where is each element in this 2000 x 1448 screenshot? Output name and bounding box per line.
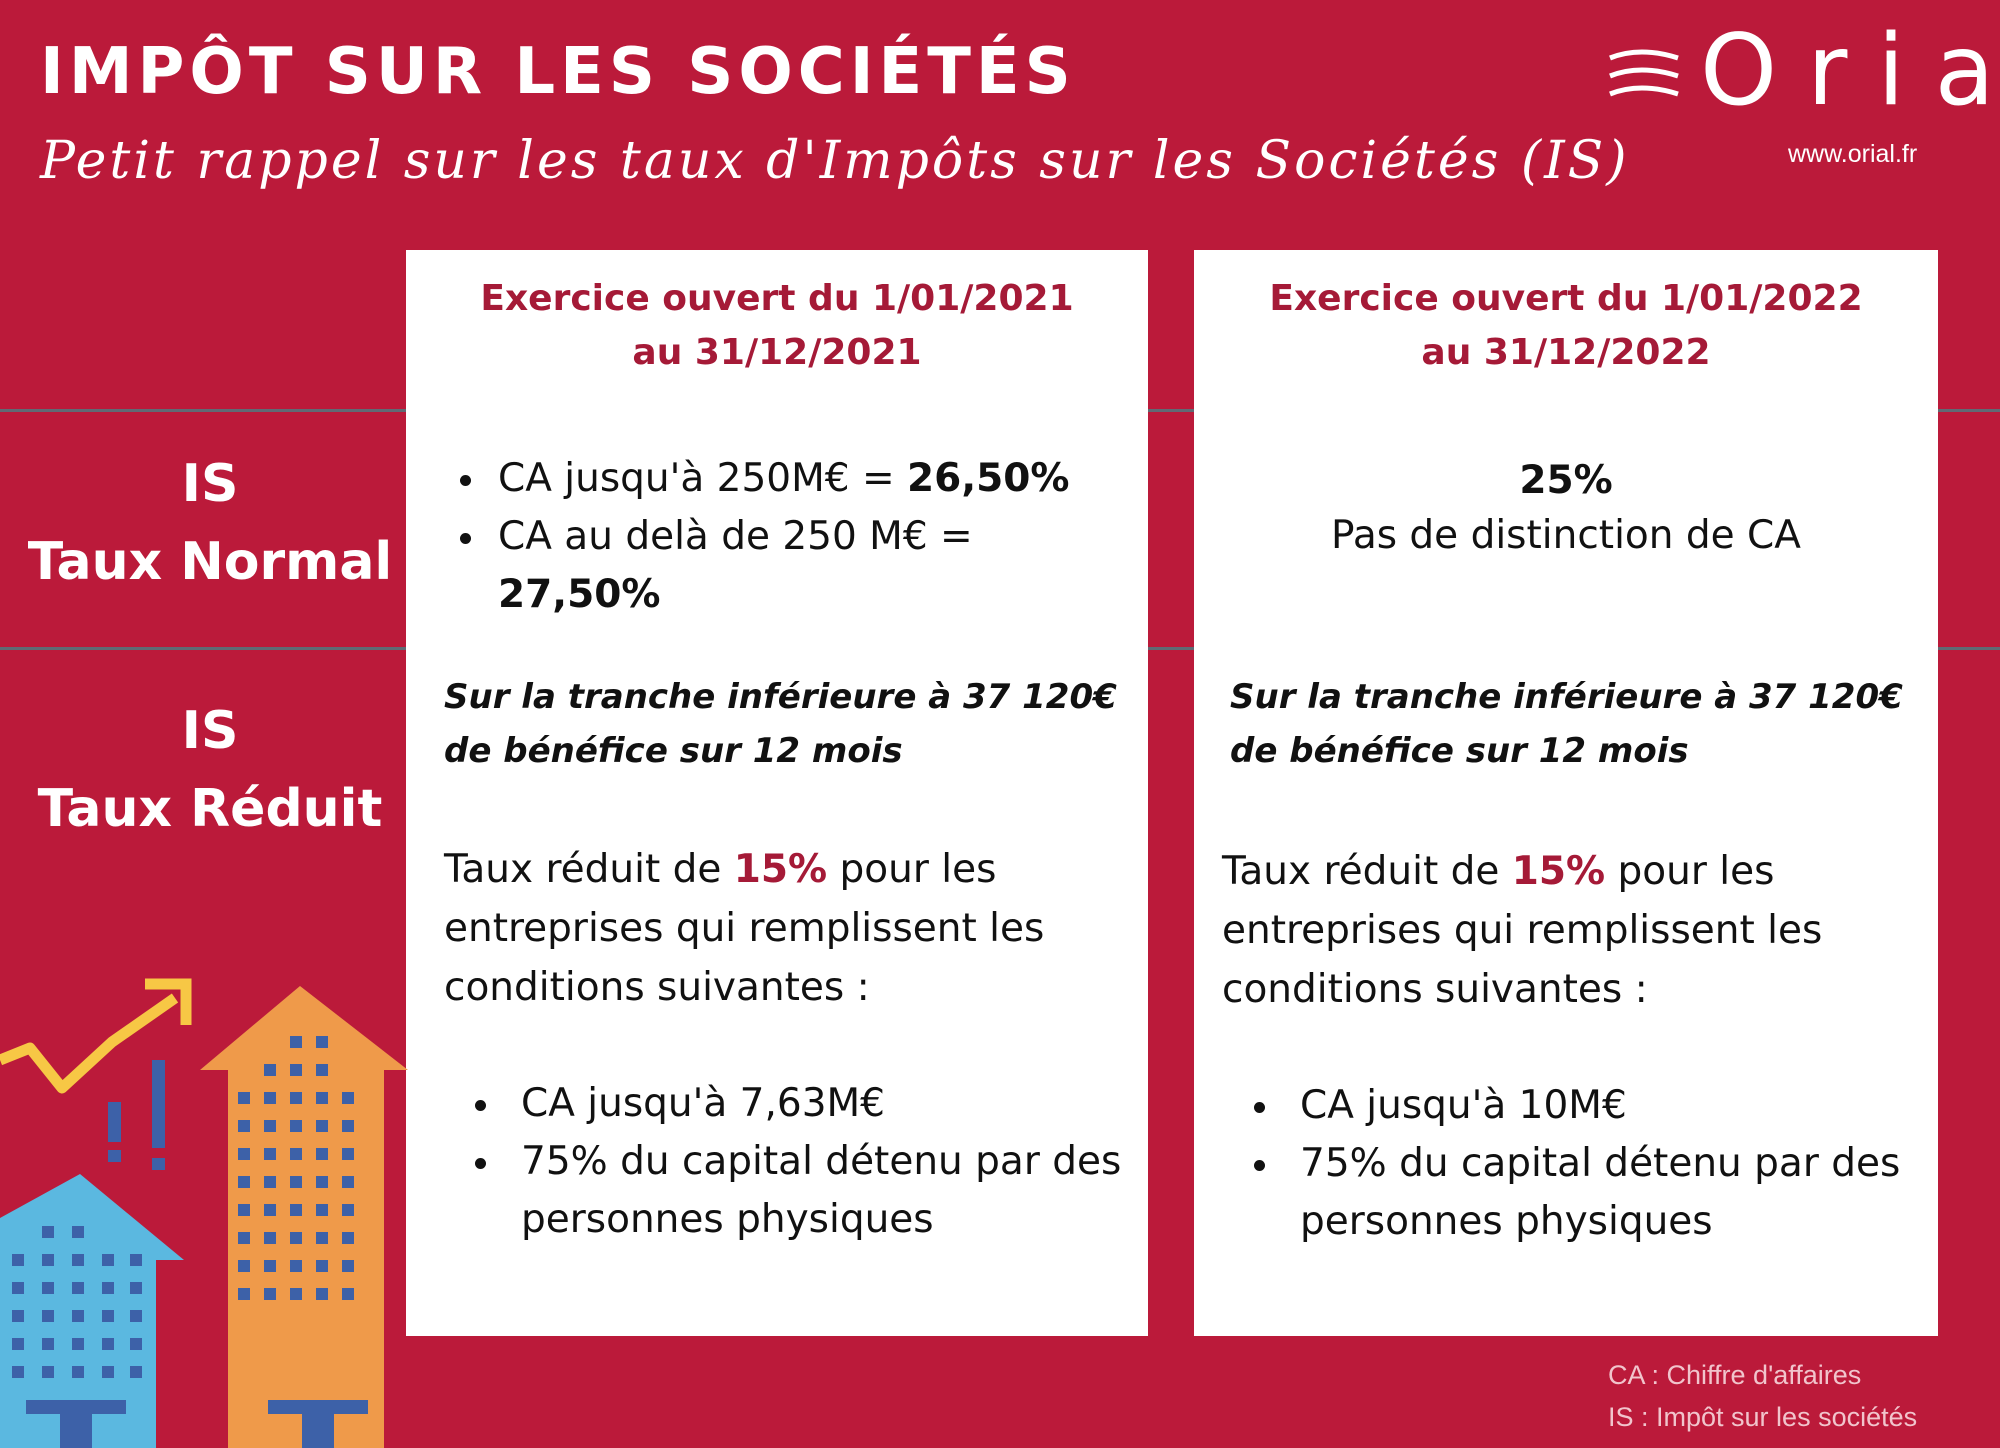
rate-value: 26,50% (907, 456, 1070, 501)
column-header: Exercice ouvert du 1/01/2021 au 31/12/20… (406, 272, 1148, 380)
normal-rate-cell: 25% Pas de distinction de CA (1194, 455, 1938, 565)
intro-line2: entreprises qui remplissent les (1222, 908, 1823, 953)
page-subtitle: Petit rappel sur les taux d'Impôts sur l… (40, 131, 1630, 191)
row-label-line1: IS (181, 454, 239, 514)
tranche-note: Sur la tranche inférieure à 37 120€ de b… (1230, 670, 1903, 778)
list-item: CA au delà de 250 M€ = 27,50% (456, 508, 1146, 624)
footnote-ca: CA : Chiffre d'affaires (1608, 1360, 1862, 1390)
list-item: 75% du capital détenu par des personnes … (461, 1133, 1141, 1249)
tranche-line1: Sur la tranche inférieure à 37 120€ (1230, 677, 1903, 717)
intro-line1: Taux réduit de 15% pour les (1222, 842, 1822, 901)
column-header: Exercice ouvert du 1/01/2022 au 31/12/20… (1194, 272, 1938, 380)
intro-text: pour les (1605, 849, 1775, 894)
intro-line1: Taux réduit de 15% pour les (444, 840, 1044, 899)
column-header-line2: au 31/12/2022 (1421, 332, 1711, 373)
tranche-line2: de bénéfice sur 12 mois (444, 731, 903, 771)
intro-text: pour les (827, 847, 997, 892)
intro-line3: conditions suivantes : (444, 965, 870, 1010)
list-item-text: CA au delà de 250 M€ = (498, 514, 973, 559)
list-item: CA jusqu'à 250M€ = 26,50% (456, 450, 1146, 508)
rate-value: 27,50% (498, 572, 661, 617)
normal-rate-list: CA jusqu'à 250M€ = 26,50% CA au delà de … (456, 450, 1146, 624)
intro-line3: conditions suivantes : (1222, 967, 1648, 1012)
reduced-rate-value: 15% (733, 847, 828, 892)
column-exercice-2021: Exercice ouvert du 1/01/2021 au 31/12/20… (406, 250, 1148, 1336)
page-title: IMPÔT SUR LES SOCIÉTÉS (40, 35, 1076, 109)
conditions-list: CA jusqu'à 10M€ 75% du capital détenu pa… (1240, 1077, 1920, 1251)
intro-text: Taux réduit de (1222, 849, 1512, 894)
list-item-text: CA jusqu'à 250M€ = (498, 456, 908, 501)
reduced-rate-value: 15% (1511, 849, 1606, 894)
column-exercice-2022: Exercice ouvert du 1/01/2022 au 31/12/20… (1194, 250, 1938, 1336)
website-url[interactable]: www.orial.fr (1788, 140, 1918, 168)
intro-text: Taux réduit de (444, 847, 734, 892)
row-label-taux-reduit: IS Taux Réduit (0, 692, 420, 848)
tranche-line1: Sur la tranche inférieure à 37 120€ (444, 677, 1117, 717)
list-item: CA jusqu'à 10M€ (1240, 1077, 1920, 1135)
orial-logo-mark (1609, 49, 1679, 97)
rate-value: 25% (1519, 458, 1613, 503)
row-label-line2: Taux Normal (27, 532, 393, 592)
column-header-line2: au 31/12/2021 (632, 332, 922, 373)
conditions-list: CA jusqu'à 7,63M€ 75% du capital détenu … (461, 1075, 1141, 1249)
column-header-line1: Exercice ouvert du 1/01/2021 (480, 278, 1074, 319)
footnote-is: IS : Impôt sur les sociétés (1608, 1402, 1918, 1432)
list-item: 75% du capital détenu par des personnes … (1240, 1135, 1920, 1251)
row-label-line2: Taux Réduit (37, 779, 383, 839)
logo-wordmark: Orial (1700, 14, 2000, 128)
reduced-rate-intro: Taux réduit de 15% pour les entreprises … (444, 840, 1044, 1017)
list-item: CA jusqu'à 7,63M€ (461, 1075, 1141, 1133)
tranche-note: Sur la tranche inférieure à 37 120€ de b… (444, 670, 1117, 778)
intro-line2: entreprises qui remplissent les (444, 906, 1045, 951)
rate-description: Pas de distinction de CA (1331, 513, 1801, 558)
growth-buildings-illustration (0, 978, 408, 1448)
reduced-rate-intro: Taux réduit de 15% pour les entreprises … (1222, 842, 1822, 1019)
column-header-line1: Exercice ouvert du 1/01/2022 (1269, 278, 1863, 319)
row-label-line1: IS (181, 701, 239, 761)
row-label-taux-normal: IS Taux Normal (0, 445, 420, 601)
tranche-line2: de bénéfice sur 12 mois (1230, 731, 1689, 771)
